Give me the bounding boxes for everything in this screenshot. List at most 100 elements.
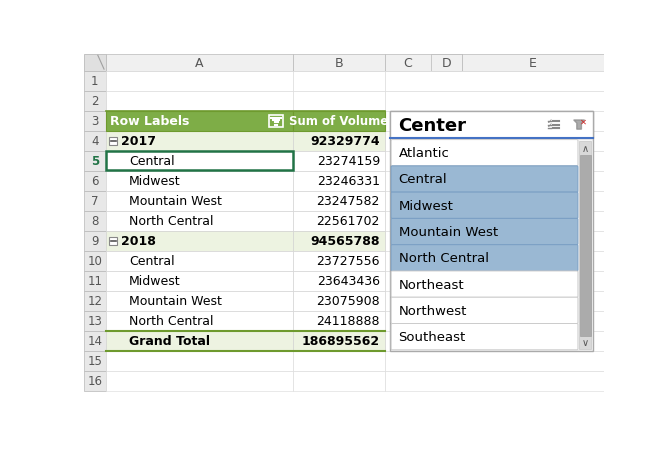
Bar — [293, 331, 384, 351]
Bar — [384, 271, 604, 291]
Text: Row Labels: Row Labels — [110, 115, 190, 128]
Bar — [105, 211, 293, 231]
Bar — [384, 311, 604, 331]
Bar — [84, 271, 105, 291]
Bar — [293, 291, 384, 311]
Bar — [390, 111, 593, 139]
Text: 4: 4 — [91, 135, 99, 148]
Bar — [105, 152, 293, 172]
Bar — [293, 71, 384, 91]
Bar — [84, 131, 105, 152]
Text: Atlantic: Atlantic — [399, 147, 450, 160]
Text: 24118888: 24118888 — [317, 315, 380, 328]
Text: 10: 10 — [87, 255, 102, 268]
Bar — [269, 115, 283, 127]
Text: Central: Central — [129, 155, 174, 168]
Bar — [84, 351, 105, 371]
Bar — [84, 211, 105, 231]
Bar — [105, 55, 293, 71]
Bar — [84, 231, 105, 251]
Text: 11: 11 — [87, 275, 102, 288]
Text: B: B — [335, 56, 343, 70]
Bar — [293, 111, 384, 131]
Bar — [105, 172, 293, 192]
Bar — [384, 91, 604, 111]
Bar — [105, 291, 293, 311]
Text: 23246331: 23246331 — [317, 175, 380, 188]
Bar — [384, 131, 604, 152]
Bar — [431, 55, 462, 71]
Bar — [293, 271, 384, 291]
Bar — [384, 111, 604, 131]
Bar — [84, 192, 105, 211]
Bar — [105, 111, 293, 131]
Text: Midwest: Midwest — [399, 199, 454, 212]
Bar — [105, 231, 293, 251]
Bar — [293, 331, 384, 351]
Text: Southeast: Southeast — [399, 330, 466, 344]
Bar — [105, 152, 293, 172]
Bar — [293, 311, 384, 331]
Bar — [105, 192, 293, 211]
Text: Northeast: Northeast — [399, 278, 464, 291]
Bar — [105, 251, 293, 271]
FancyBboxPatch shape — [391, 298, 578, 324]
Text: 16: 16 — [87, 374, 102, 388]
Bar — [109, 238, 117, 245]
Text: 8: 8 — [91, 215, 99, 228]
Bar — [84, 291, 105, 311]
Text: Midwest: Midwest — [129, 275, 180, 288]
Bar — [390, 111, 593, 351]
Bar — [105, 172, 293, 192]
Bar — [293, 172, 384, 192]
Bar — [384, 331, 604, 351]
Text: 23247582: 23247582 — [317, 195, 380, 208]
Bar — [293, 131, 384, 152]
Bar — [105, 371, 293, 391]
Bar — [105, 251, 293, 271]
Bar — [293, 211, 384, 231]
FancyBboxPatch shape — [391, 193, 578, 219]
Bar — [293, 152, 384, 172]
Bar — [84, 111, 105, 131]
Bar — [105, 131, 293, 152]
Bar — [384, 231, 604, 251]
Bar — [84, 55, 105, 71]
Text: North Central: North Central — [399, 252, 488, 265]
Text: Mountain West: Mountain West — [399, 226, 498, 238]
Bar — [384, 172, 604, 192]
Bar — [84, 331, 105, 351]
FancyBboxPatch shape — [391, 245, 578, 271]
Text: 2017: 2017 — [121, 135, 156, 148]
Bar — [384, 371, 604, 391]
Bar — [384, 291, 604, 311]
Bar — [105, 91, 293, 111]
Text: 3: 3 — [91, 115, 99, 128]
Text: North Central: North Central — [129, 215, 213, 228]
Text: 12: 12 — [87, 295, 102, 308]
Bar — [384, 251, 604, 271]
Bar — [579, 142, 592, 349]
Text: 23727556: 23727556 — [317, 255, 380, 268]
Bar — [106, 152, 293, 171]
Bar — [293, 231, 384, 251]
Text: 7: 7 — [91, 195, 99, 208]
Text: 2: 2 — [91, 95, 99, 108]
Bar — [105, 71, 293, 91]
Bar — [462, 55, 604, 71]
Text: Grand Total: Grand Total — [129, 335, 210, 348]
Bar — [293, 291, 384, 311]
Bar — [293, 351, 384, 371]
Text: Midwest: Midwest — [129, 175, 180, 188]
Bar — [105, 271, 293, 291]
Text: D: D — [442, 56, 452, 70]
Bar — [105, 192, 293, 211]
Bar — [293, 91, 384, 111]
Text: 22561702: 22561702 — [317, 215, 380, 228]
Text: Mountain West: Mountain West — [129, 295, 221, 308]
Bar — [293, 371, 384, 391]
Bar — [384, 71, 604, 91]
Text: Mountain West: Mountain West — [129, 195, 221, 208]
Bar — [105, 211, 293, 231]
Bar — [105, 351, 293, 371]
